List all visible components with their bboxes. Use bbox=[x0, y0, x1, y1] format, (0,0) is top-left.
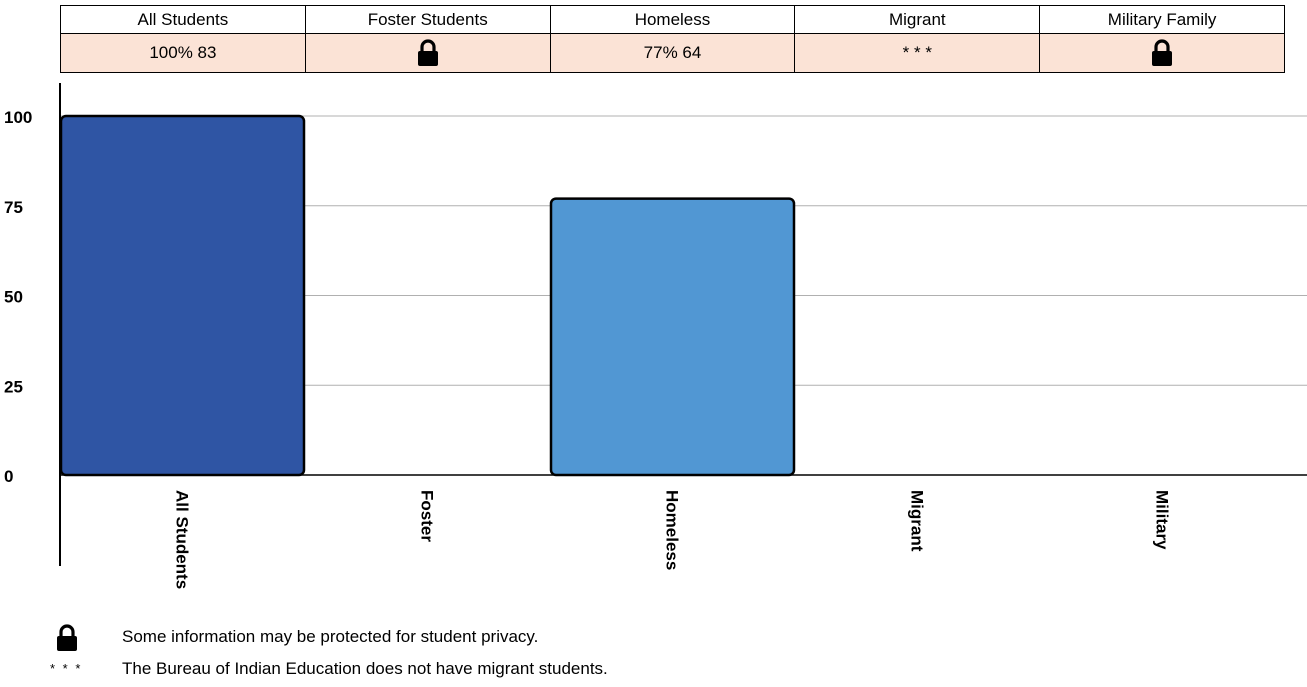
lock-icon bbox=[1152, 39, 1173, 66]
y-tick-label: 0 bbox=[4, 467, 13, 486]
summary-header-row: All Students Foster Students Homeless Mi… bbox=[60, 5, 1285, 34]
y-tick-label: 50 bbox=[4, 288, 23, 307]
x-tick-label: Homeless bbox=[663, 490, 682, 570]
bar bbox=[59, 114, 306, 477]
x-tick-label: Foster bbox=[418, 490, 437, 542]
legend-asterisk-symbol: * * * bbox=[50, 661, 83, 676]
value-all-students: 100% 83 bbox=[60, 33, 306, 73]
lock-icon bbox=[57, 624, 77, 651]
value-military-family bbox=[1039, 33, 1285, 73]
header-migrant: Migrant bbox=[794, 5, 1041, 34]
summary-table: All Students Foster Students Homeless Mi… bbox=[60, 5, 1285, 73]
y-tick-label: 100 bbox=[4, 108, 32, 127]
bar-chart: 0 25 50 75 100 All Students Foster Homeless Migr… bbox=[4, 83, 1307, 589]
value-homeless: 77% 64 bbox=[549, 33, 796, 73]
value-migrant: * * * bbox=[794, 33, 1041, 73]
bar bbox=[549, 197, 796, 477]
y-tick-label: 25 bbox=[4, 377, 23, 396]
x-tick-label: Migrant bbox=[908, 490, 927, 552]
value-foster-students bbox=[304, 33, 551, 73]
x-tick-label: All Students bbox=[173, 490, 192, 589]
header-all-students: All Students bbox=[60, 5, 306, 34]
y-tick-label: 75 bbox=[4, 198, 23, 217]
summary-value-row: 100% 83 77% 64 * * * bbox=[60, 33, 1285, 73]
legend-privacy-note: Some information may be protected for st… bbox=[122, 627, 539, 646]
x-tick-label: Military bbox=[1153, 490, 1172, 550]
lock-icon bbox=[417, 39, 438, 66]
header-military-family: Military Family bbox=[1039, 5, 1285, 34]
legend-migrant-note: The Bureau of Indian Education does not … bbox=[122, 659, 608, 678]
